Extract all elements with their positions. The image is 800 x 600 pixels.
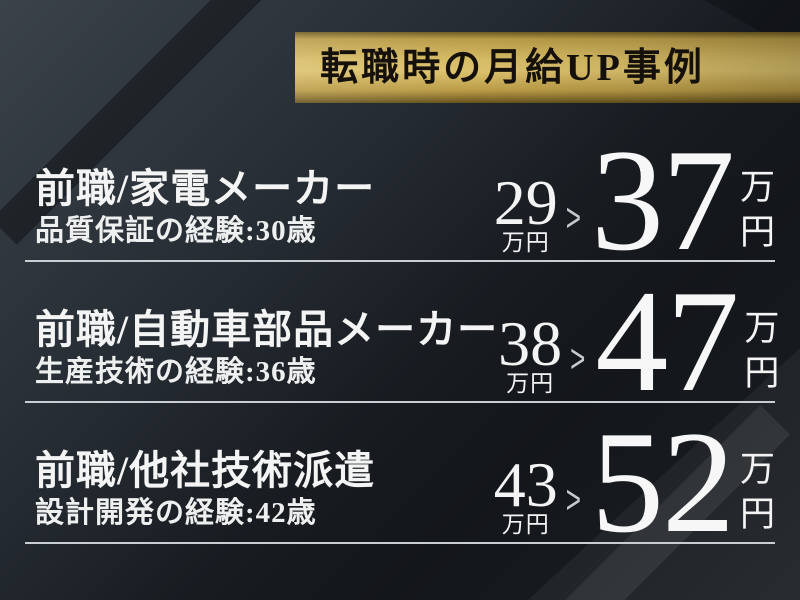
salary-figures: 43 万円 > 52 万 円: [493, 401, 775, 564]
salary-after-unit-top: 万: [744, 309, 780, 348]
salary-before-unit: 万円: [501, 230, 550, 255]
previous-job-title: 前職/家電メーカー: [35, 166, 376, 212]
salary-after-unit: 万 円: [744, 311, 779, 391]
salary-before-unit: 万円: [501, 512, 550, 537]
case-row-2: 前職/自動車部品メーカー 生産技術の経験:36歳 38 万円 > 47 万 円: [25, 269, 779, 414]
salary-before-value: 29: [493, 167, 558, 239]
experience-subtitle: 生産技術の経験:36歳: [35, 356, 317, 389]
salary-after-unit-top: 万: [739, 168, 775, 207]
salary-before-value: 43: [493, 449, 558, 521]
salary-before-value: 38: [498, 308, 563, 380]
case-text-block: 前職/自動車部品メーカー 生産技術の経験:36歳: [25, 308, 498, 401]
salary-before-group: 29 万円: [493, 167, 558, 255]
salary-after-value: 52: [590, 401, 735, 564]
arrow-icon: >: [565, 475, 581, 523]
case-row-1: 前職/家電メーカー 品質保証の経験:30歳 29 万円 > 37 万 円: [25, 119, 775, 282]
salary-after-unit: 万 円: [740, 452, 775, 532]
salary-after-unit-bottom: 円: [744, 354, 780, 393]
salary-after-unit-top: 万: [739, 450, 775, 489]
case-text-block: 前職/家電メーカー 品質保証の経験:30歳: [25, 167, 375, 260]
experience-subtitle: 品質保証の経験:30歳: [35, 215, 317, 248]
salary-after-value: 37: [590, 119, 735, 282]
salary-before-unit: 万円: [506, 371, 555, 396]
experience-subtitle: 設計開発の経験:42歳: [35, 497, 317, 530]
salary-after-unit-bottom: 円: [739, 213, 775, 252]
arrow-icon: >: [565, 193, 581, 241]
salary-after-unit-bottom: 円: [739, 495, 775, 534]
salary-before-group: 38 万円: [498, 308, 563, 396]
salary-after-unit: 万 円: [740, 170, 775, 250]
case-text-block: 前職/他社技術派遣 設計開発の経験:42歳: [25, 449, 375, 542]
arrow-icon: >: [570, 334, 586, 382]
case-row-3: 前職/他社技術派遣 設計開発の経験:42歳 43 万円 > 52 万 円: [25, 401, 775, 564]
salary-before-group: 43 万円: [493, 449, 558, 537]
previous-job-title: 前職/他社技術派遣: [35, 448, 376, 494]
previous-job-title: 前職/自動車部品メーカー: [35, 307, 499, 353]
salary-figures: 29 万円 > 37 万 円: [493, 119, 775, 282]
salary-figures: 38 万円 > 47 万 円: [498, 260, 779, 423]
header-banner: 転職時の月給UP事例: [295, 32, 800, 103]
salary-after-value: 47: [595, 260, 739, 423]
page-title: 転職時の月給UP事例: [320, 46, 705, 89]
